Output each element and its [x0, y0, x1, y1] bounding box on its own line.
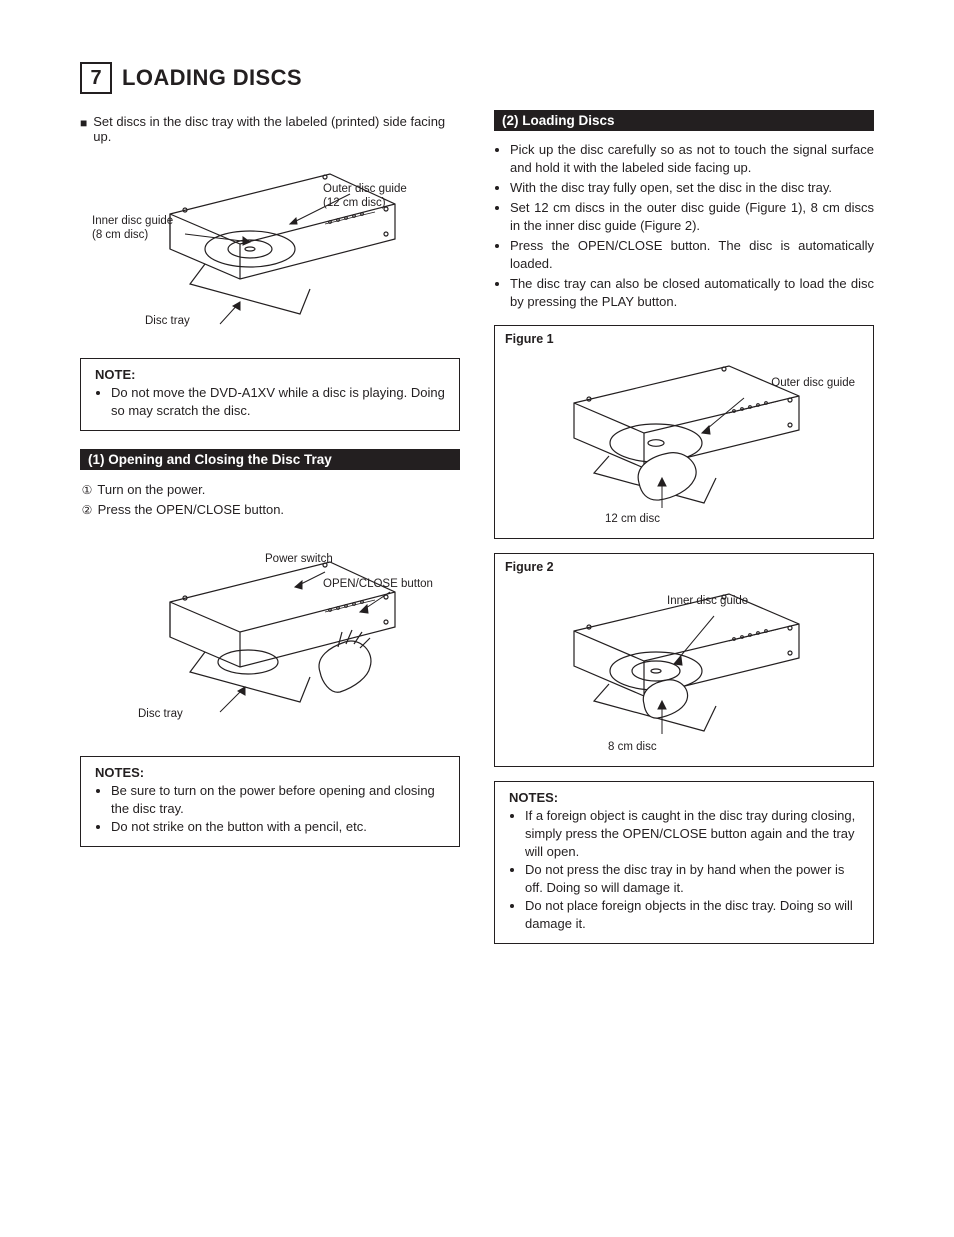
notes-box-left: NOTES: Be sure to turn on the power befo…: [80, 756, 460, 847]
label-open-close: OPEN/CLOSE button: [323, 577, 433, 591]
left-column: ■ Set discs in the disc tray with the la…: [80, 110, 460, 962]
intro-text: Set discs in the disc tray with the labe…: [93, 114, 460, 144]
note-item: If a foreign object is caught in the dis…: [525, 807, 859, 861]
label-8cm-disc: 8 cm disc: [608, 740, 657, 754]
bullet-item: Press the OPEN/CLOSE button. The disc is…: [510, 237, 874, 273]
right-column: (2) Loading Discs Pick up the disc caref…: [494, 110, 874, 962]
notes-box-right: NOTES: If a foreign object is caught in …: [494, 781, 874, 944]
numbered-steps: ① Turn on the power. ② Press the OPEN/CL…: [80, 480, 460, 520]
note-item: Do not strike on the button with a penci…: [111, 818, 445, 836]
loading-bullets: Pick up the disc carefully so as not to …: [494, 141, 874, 311]
subheader-opening-closing: (1) Opening and Closing the Disc Tray: [80, 449, 460, 470]
circled-2-icon: ②: [80, 500, 94, 520]
circled-1-icon: ①: [80, 480, 94, 500]
section-number-box: 7: [80, 62, 112, 94]
manual-page: 7 LOADING DISCS ■ Set discs in the disc …: [0, 0, 954, 1042]
label-12cm-disc: 12 cm disc: [605, 512, 660, 526]
label-power-switch: Power switch: [265, 552, 333, 566]
subheader-loading-discs: (2) Loading Discs: [494, 110, 874, 131]
figure-1-box: Figure 1: [494, 325, 874, 539]
bullet-item: Set 12 cm discs in the outer disc guide …: [510, 199, 874, 235]
label-inner-guide-f2: Inner disc guide: [667, 594, 748, 608]
player-diagram-icon: [130, 154, 410, 334]
figure-2-box: Figure 2: [494, 553, 874, 767]
note-title: NOTE:: [95, 367, 445, 382]
bullet-item: Pick up the disc carefully so as not to …: [510, 141, 874, 177]
note-item: Be sure to turn on the power before open…: [111, 782, 445, 818]
label-inner-guide: Inner disc guide(8 cm disc): [92, 214, 173, 242]
intro-line: ■ Set discs in the disc tray with the la…: [80, 114, 460, 144]
label-outer-guide: Outer disc guide(12 cm disc): [323, 182, 407, 210]
figure-2-body: Inner disc guide 8 cm disc: [505, 576, 863, 756]
section-header: 7 LOADING DISCS: [80, 62, 874, 94]
square-bullet-icon: ■: [80, 114, 87, 144]
notes-title: NOTES:: [95, 765, 445, 780]
note-item: Do not move the DVD-A1XV while a disc is…: [111, 384, 445, 420]
figure-1-title: Figure 1: [505, 332, 863, 346]
notes-title-right: NOTES:: [509, 790, 859, 805]
figure-1-body: Outer disc guide 12 cm disc: [505, 348, 863, 528]
note-box-dont-move: NOTE: Do not move the DVD-A1XV while a d…: [80, 358, 460, 431]
label-disc-tray-2: Disc tray: [138, 707, 183, 721]
bullet-item: The disc tray can also be closed automat…: [510, 275, 874, 311]
step-1: Turn on the power.: [97, 482, 205, 497]
note-item: Do not press the disc tray in by hand wh…: [525, 861, 859, 897]
bullet-item: With the disc tray fully open, set the d…: [510, 179, 874, 197]
two-column-layout: ■ Set discs in the disc tray with the la…: [80, 110, 874, 962]
section-title: LOADING DISCS: [122, 65, 302, 91]
step-2: Press the OPEN/CLOSE button.: [98, 502, 284, 517]
diagram-open-close: Power switch OPEN/CLOSE button Disc tray: [80, 532, 460, 742]
figure-2-title: Figure 2: [505, 560, 863, 574]
figure1-diagram-icon: [544, 348, 824, 523]
label-disc-tray: Disc tray: [145, 314, 190, 328]
diagram-disc-guides: Outer disc guide(12 cm disc) Inner disc …: [80, 154, 460, 344]
note-item: Do not place foreign objects in the disc…: [525, 897, 859, 933]
section-number: 7: [90, 67, 101, 90]
label-outer-guide-f1: Outer disc guide: [771, 376, 855, 390]
